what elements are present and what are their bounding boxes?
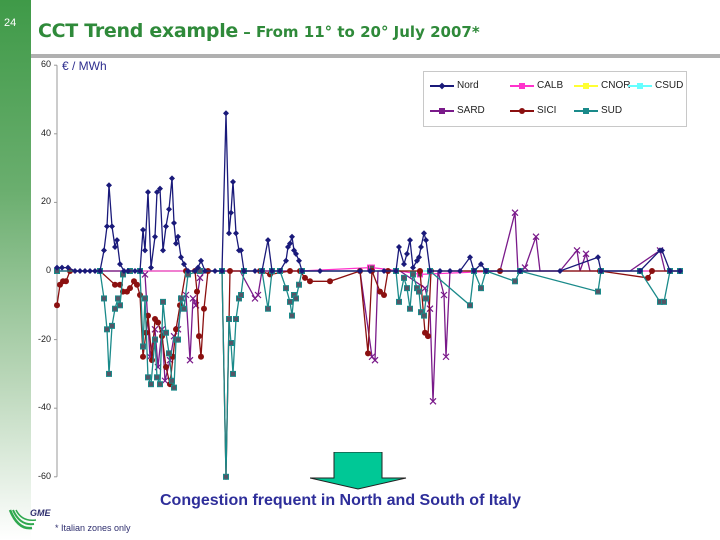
legend-item-sard: SARD bbox=[430, 105, 485, 116]
legend-label: CNOR bbox=[601, 80, 631, 91]
y-tick-label: 20 bbox=[40, 196, 51, 207]
chart-legend: Nord CALB CNOR CSUD SARD SICI SUD bbox=[423, 71, 687, 127]
legend-label: SICI bbox=[537, 105, 557, 116]
legend-item-calb: CALB bbox=[510, 80, 563, 91]
down-arrow-icon bbox=[310, 452, 407, 490]
legend-label: SARD bbox=[457, 105, 485, 116]
svg-text:GME: GME bbox=[30, 508, 51, 518]
page-title: CCT Trend example – From 11° to 20° July… bbox=[38, 20, 480, 42]
y-tick-label: -40 bbox=[37, 402, 51, 413]
legend-item-cnor: CNOR bbox=[574, 80, 630, 91]
legend-swatch-icon bbox=[430, 106, 454, 116]
legend-swatch-icon bbox=[574, 81, 598, 91]
legend-swatch-icon bbox=[510, 81, 534, 91]
legend-label: Nord bbox=[457, 80, 479, 91]
y-axis-unit-label: € / MWh bbox=[62, 59, 107, 73]
conclusion-text: Congestion frequent in North and South o… bbox=[160, 492, 521, 509]
series-nord bbox=[54, 110, 683, 274]
gme-logo: GME bbox=[8, 506, 52, 537]
legend-swatch-icon bbox=[628, 81, 652, 91]
title-divider bbox=[31, 54, 720, 58]
legend-item-sud: SUD bbox=[574, 105, 622, 116]
y-tick-label: 0 bbox=[45, 265, 51, 275]
series-sud bbox=[54, 268, 683, 480]
legend-swatch-icon bbox=[510, 106, 534, 116]
slide-number: 24 bbox=[4, 17, 17, 29]
legend-item-csud: CSUD bbox=[628, 80, 683, 91]
legend-label: CSUD bbox=[655, 80, 684, 91]
title-sub: – From 11° to 20° July 2007* bbox=[238, 23, 480, 41]
legend-swatch-icon bbox=[574, 106, 598, 116]
y-tick-label: 40 bbox=[40, 127, 51, 138]
legend-swatch-icon bbox=[430, 81, 454, 91]
legend-item-sici: SICI bbox=[510, 105, 556, 116]
legend-item-nord: Nord bbox=[430, 80, 479, 91]
y-tick-label: -60 bbox=[37, 470, 51, 481]
legend-label: CALB bbox=[537, 80, 564, 91]
legend-label: SUD bbox=[601, 105, 623, 116]
gme-logo-icon: GME bbox=[8, 508, 51, 530]
sidebar-gradient: 24 bbox=[0, 0, 31, 540]
footnote: * Italian zones only bbox=[55, 523, 131, 533]
y-tick-label: -20 bbox=[37, 333, 51, 344]
y-tick-label: 60 bbox=[40, 59, 51, 70]
title-main: CCT Trend example bbox=[38, 20, 238, 42]
